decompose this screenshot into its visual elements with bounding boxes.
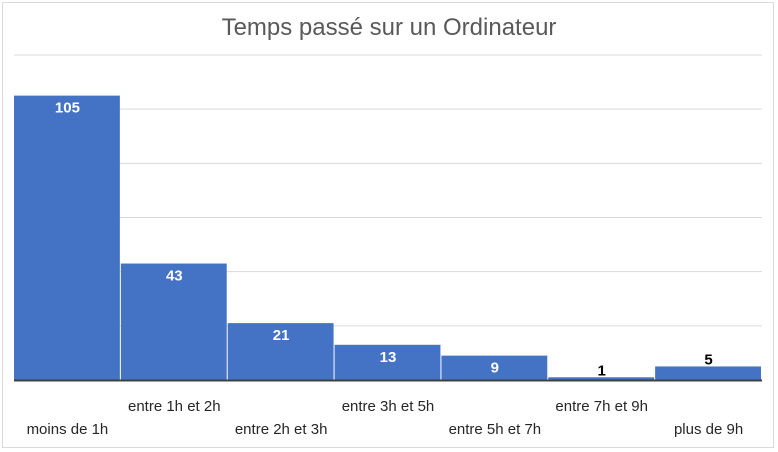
bar (441, 355, 548, 380)
category-label: moins de 1h (27, 421, 109, 438)
category-label: entre 5h et 7h (449, 421, 542, 438)
data-label: 1 (598, 362, 606, 379)
bar (655, 366, 761, 380)
bar (120, 263, 227, 380)
bar (14, 95, 120, 380)
bar (334, 344, 441, 380)
data-label: 9 (491, 360, 499, 377)
category-label: entre 7h et 9h (555, 398, 648, 415)
data-label: 43 (166, 268, 183, 285)
category-label: plus de 9h (674, 421, 743, 438)
data-label: 105 (55, 100, 80, 117)
category-labels: moins de 1h entre 1h et 2h entre 2h et 3h e… (27, 398, 744, 438)
bars (14, 95, 761, 380)
category-label: entre 2h et 3h (235, 421, 328, 438)
data-label: 21 (273, 327, 290, 344)
chart-title: Temps passé sur un Ordinateur (221, 14, 557, 41)
bar (227, 323, 334, 380)
category-label: entre 3h et 5h (342, 398, 435, 415)
category-label: entre 1h et 2h (128, 398, 221, 415)
data-label: 13 (380, 349, 397, 366)
value-labels: 105 43 21 13 9 1 5 (55, 100, 713, 380)
data-label: 5 (704, 351, 712, 368)
bar (548, 377, 655, 380)
